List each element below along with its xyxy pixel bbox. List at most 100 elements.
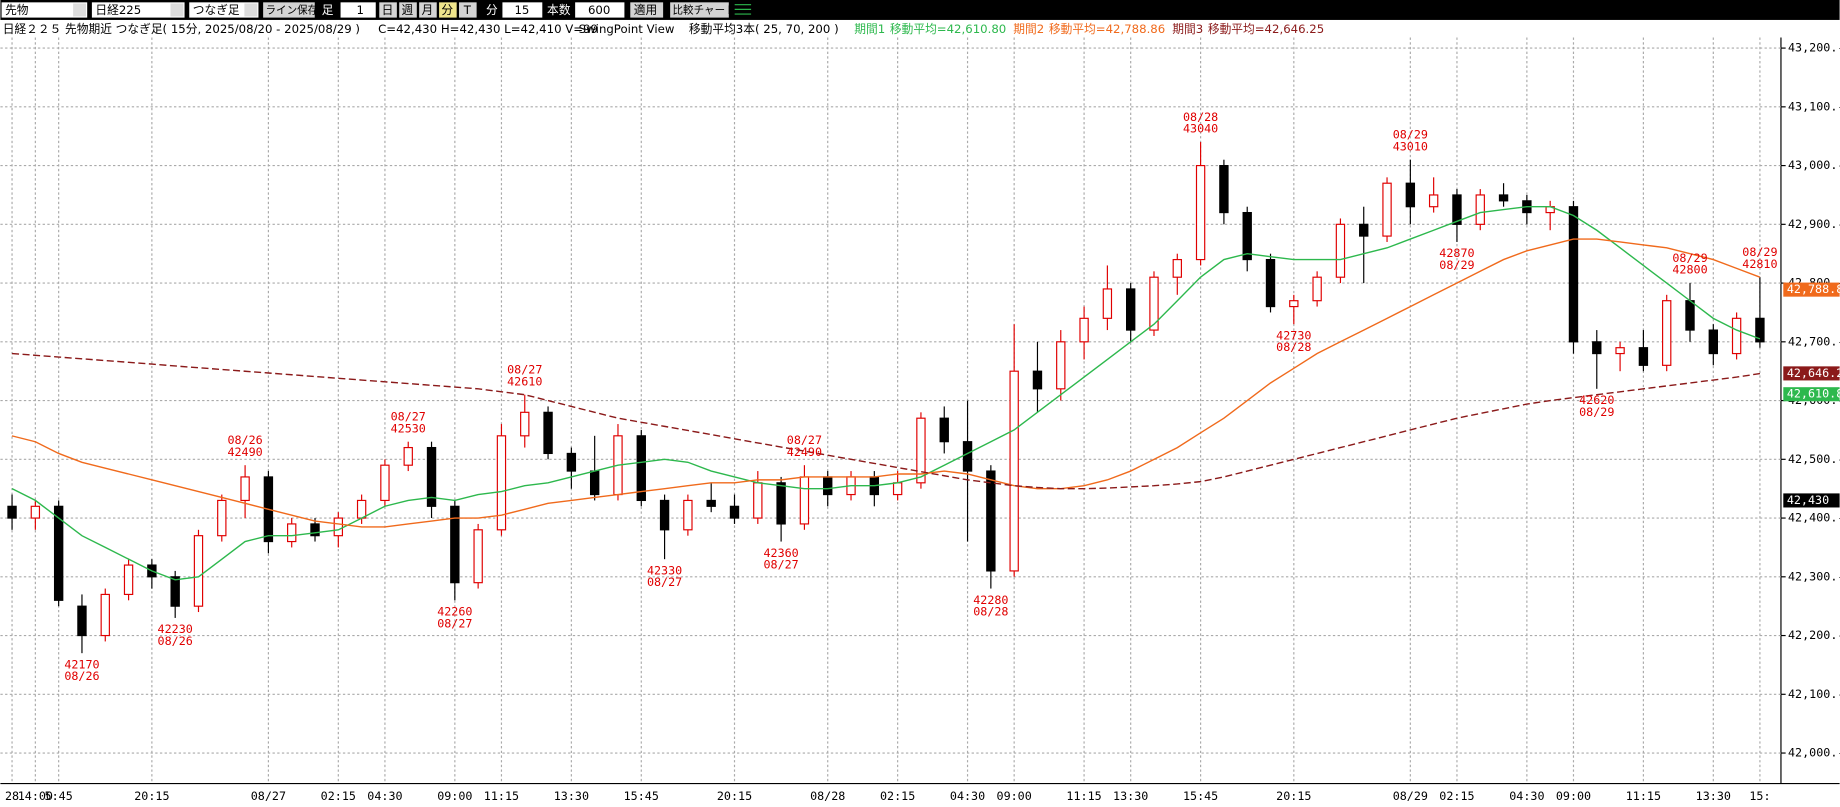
candle-body [193,535,204,607]
toolbar: 先物 日経225 つなぎ足 ライン保存 足 1 日 週 月 分 T 分 15 本… [0,0,1840,20]
candle-body [1452,194,1462,225]
swing-date: 08/29 [1393,128,1428,142]
candle-body [1685,300,1695,331]
candle-body [496,435,507,531]
candle-body [77,605,87,637]
y-tick-label: 42,500.- [1788,452,1840,466]
candle-body [799,476,810,525]
candle-body [100,593,110,637]
candle-body [1708,329,1719,355]
dropdown-arrow[interactable] [244,3,258,17]
mode-select[interactable] [189,2,259,18]
x-tick-label: 15:45 [624,789,659,803]
compare-button[interactable] [670,2,729,18]
candle-body [962,441,973,472]
candle-body [776,482,786,525]
candle-body [356,499,367,519]
candle-body [1242,211,1252,261]
swing-date: 08/28 [1183,110,1218,124]
x-tick-label: 13:30 [1113,789,1148,803]
moving-average [11,352,1761,490]
swing-price: 42330 [647,563,682,577]
foot-count: 1 [357,3,364,17]
x-tick-label: 5:45 [45,789,73,803]
foot-input[interactable] [340,2,376,18]
menu-icon[interactable] [734,4,752,15]
candle-body [380,464,390,502]
candle-body [1498,194,1509,202]
tick-button[interactable] [459,2,477,18]
swing-price: 42810 [1742,257,1777,271]
candle-body [1056,341,1066,390]
symbol-select[interactable] [91,2,185,18]
symbol: 日経225 [95,3,141,17]
swing-price: 42490 [787,445,822,459]
y-tick-label: 42,900.- [1788,217,1840,231]
apply: 適用 [634,3,657,17]
bars-input[interactable] [575,2,625,18]
swing-price: 43010 [1393,139,1428,153]
candle-body [1335,223,1346,278]
tick: T [463,3,472,17]
swing-price: 42230 [158,622,193,636]
candle-body [1568,206,1579,343]
swing-date: 08/26 [64,669,99,683]
swing-date: 08/27 [391,410,426,424]
view-name: SwingPoint View [579,22,675,36]
month-button[interactable] [419,2,437,18]
x-tick-label: 09:00 [1556,789,1591,803]
week-button[interactable] [399,2,417,18]
legend-name: 期間1 [854,22,885,36]
apply-button[interactable] [630,2,664,18]
candle-body [520,411,530,437]
save-button[interactable] [263,2,315,18]
legend-name: 期間3 [1172,22,1203,36]
candle-body [636,435,646,502]
dropdown-arrow[interactable] [73,3,87,17]
legend-value: 移動平均=42,788.86 [1049,22,1165,36]
price-marker-label: 42,430 [1787,493,1829,507]
candle-body [1312,276,1322,302]
x-tick-label: 11:15 [1626,789,1661,803]
swing-price: 42260 [437,605,472,619]
candle-body [30,505,41,519]
x-tick-label: 09:00 [997,789,1032,803]
candle-body [333,517,344,537]
minute-button[interactable] [439,2,457,18]
swing-price: 42620 [1579,393,1614,407]
candle-body [1755,317,1765,343]
x-tick-label: 02:15 [880,789,915,803]
candle-body [1079,317,1089,343]
market-select[interactable] [1,2,88,18]
interval-input[interactable] [502,2,543,18]
y-tick-label: 42,200.- [1788,628,1840,642]
bars: 600 [588,3,610,17]
swing-date: 08/27 [507,363,542,377]
y-tick-label: 42,000.- [1788,746,1840,760]
market: 先物 [5,3,29,17]
dropdown-arrow[interactable] [170,3,184,17]
x-tick-label: 08/29 [1393,789,1428,803]
day-button[interactable] [379,2,397,18]
price-marker-label: 42,610.80 [1787,387,1840,401]
price-marker [1783,366,1840,381]
x-tick-label: 13:30 [1696,789,1731,803]
candle-body [659,499,670,531]
candle-body [1428,194,1439,208]
y-tick-label: 42,100.- [1788,687,1840,701]
swing-date: 08/27 [647,575,682,589]
candle-body [310,523,320,537]
candle-body [683,499,693,531]
x-tick-label: 13:30 [554,789,589,803]
candle-body [566,452,577,472]
y-tick-label: 43,000.- [1788,158,1840,172]
price-marker [1783,387,1840,402]
x-tick-label: 11:15 [484,789,519,803]
y-tick-label: 42,400.- [1788,511,1840,525]
candle-body [823,476,833,496]
swing-price: 42170 [64,657,99,671]
candle-body [1149,276,1159,331]
swing-date: 08/26 [158,634,193,648]
x-tick-label: 02:15 [321,789,356,803]
